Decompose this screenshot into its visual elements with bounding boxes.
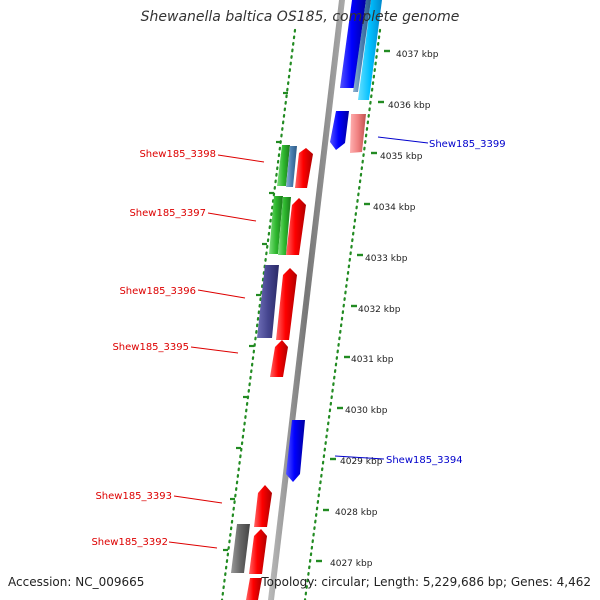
leader-line-3393: [173, 495, 223, 504]
tick-label-4032: 4032 kbp: [358, 305, 401, 315]
tick-label-4035: 4035 kbp: [380, 152, 423, 162]
tick-label-4034: 4034 kbp: [373, 203, 416, 213]
accession-text: Accession: NC_009665: [8, 575, 145, 589]
gene-arrow-pink-3399: [350, 114, 366, 153]
gene-arrow-red-3398: [295, 148, 313, 188]
tick-label-4029: 4029 kbp: [340, 457, 383, 467]
gene-label-3393[interactable]: Shew185_3393: [95, 491, 172, 502]
gene-arrow-red-3397: [286, 198, 306, 255]
genome-title: Shewanella baltica OS185, complete genom…: [140, 9, 460, 25]
leader-line-3396: [197, 289, 246, 299]
tick-label-4033: 4033 kbp: [365, 254, 408, 264]
gene-block-green-3397a: [269, 196, 283, 254]
gene-arrow-red-3392: [249, 529, 267, 574]
gene-label-3398[interactable]: Shew185_3398: [139, 149, 216, 160]
gene-arrow-blue-3399: [330, 111, 349, 150]
gene-arrow-red-bottom: [246, 578, 262, 600]
gene-arrow-blue-3394: [286, 420, 305, 482]
genome-summary-text: Topology: circular; Length: 5,229,686 bp…: [261, 575, 591, 589]
leader-line-3395: [190, 346, 239, 354]
gene-block-steel-3398: [286, 146, 297, 187]
gene-block-green-3398: [277, 145, 290, 186]
gene-label-3399[interactable]: Shew185_3399: [429, 139, 506, 150]
gene-block-top-blue: [340, 0, 366, 88]
gene-block-green-3397b: [278, 197, 291, 255]
gene-arrow-red-3393: [254, 485, 272, 527]
tick-label-4031: 4031 kbp: [351, 355, 394, 365]
gene-arrow-red-3396: [276, 268, 297, 340]
genome-backbone: [268, 0, 345, 600]
gene-block-gray-3392: [231, 524, 250, 573]
tick-label-4027: 4027 kbp: [330, 559, 373, 569]
leader-line-3398: [217, 154, 265, 163]
outer-ring-marks: [223, 91, 288, 552]
tick-label-4037: 4037 kbp: [396, 50, 439, 60]
gene-label-3396[interactable]: Shew185_3396: [119, 286, 196, 297]
leader-line-3392: [168, 541, 218, 549]
leader-line-3394: [334, 455, 385, 460]
gene-label-3395[interactable]: Shew185_3395: [112, 342, 189, 353]
gene-block-purple-3396: [257, 265, 279, 338]
leader-line-3399: [377, 136, 429, 144]
gene-label-3392[interactable]: Shew185_3392: [91, 537, 168, 548]
tick-label-4030: 4030 kbp: [345, 406, 388, 416]
tick-label-4028: 4028 kbp: [335, 508, 378, 518]
leader-line-3397: [207, 212, 257, 222]
gene-block-top-steel: [353, 0, 371, 92]
gene-arrow-red-3395: [270, 340, 288, 377]
gene-block-top-cyan: [358, 0, 382, 100]
gene-label-3397[interactable]: Shew185_3397: [129, 208, 206, 219]
gene-label-3394[interactable]: Shew185_3394: [386, 455, 463, 466]
tick-marks: [316, 49, 390, 563]
tick-label-4036: 4036 kbp: [388, 101, 431, 111]
